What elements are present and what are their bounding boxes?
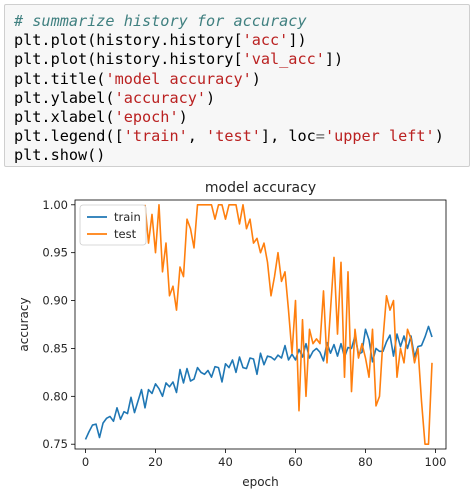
legend-box xyxy=(79,204,147,246)
legend-label-train: train xyxy=(114,210,141,224)
x-axis-label: epoch xyxy=(242,475,279,489)
y-tick-label: 0.95 xyxy=(42,246,68,260)
code-line: plt.show() xyxy=(14,146,469,165)
chart-figure: model accuracy 0 20 40 60 80 100 0.75 0.80 0.85 0.… xyxy=(0,172,474,496)
code-line: plt.plot(history.history['acc']) xyxy=(14,31,469,50)
x-tick-label: 100 xyxy=(425,455,447,469)
code-token: # summarize history for accuracy xyxy=(14,12,307,30)
code-token: ) xyxy=(178,107,188,126)
x-tick-label: 0 xyxy=(82,455,89,469)
code-token: plt.title( xyxy=(14,69,106,88)
code-token: , xyxy=(187,127,207,146)
y-tick-label: 1.00 xyxy=(42,198,68,212)
x-tick-label: 40 xyxy=(218,455,233,469)
code-token: 'upper left' xyxy=(324,127,435,146)
code-line: plt.xlabel('epoch') xyxy=(14,108,469,127)
plot-frame xyxy=(74,199,447,450)
code-token: ) xyxy=(251,69,261,88)
code-line: # summarize history for accuracy xyxy=(14,12,469,31)
code-token: ) xyxy=(206,88,216,107)
chart-svg: model accuracy 0 20 40 60 80 100 0.75 0.80 0.85 0.… xyxy=(17,180,447,489)
y-tick-label: 0.75 xyxy=(42,437,68,451)
code-token: 'acc' xyxy=(242,31,289,50)
code-token: 'epoch' xyxy=(114,107,179,126)
code-line: plt.legend(['train', 'test'], loc='upper… xyxy=(14,127,469,146)
code-token: 'test' xyxy=(206,127,261,146)
code-token: ]) xyxy=(288,31,307,50)
code-token: ) xyxy=(434,127,444,146)
code-line: plt.title('model accuracy') xyxy=(14,70,469,89)
code-token: plt.plot(history.history[ xyxy=(14,31,243,50)
code-token: plt.xlabel( xyxy=(14,107,115,126)
legend-label-test: test xyxy=(114,227,137,241)
x-tick-label: 20 xyxy=(148,455,163,469)
y-tick-label: 0.90 xyxy=(42,294,68,308)
code-editor[interactable]: # summarize history for accuracy plt.plot… xyxy=(14,12,469,166)
code-line: plt.plot(history.history['val_acc']) xyxy=(14,50,469,69)
series-line-test xyxy=(144,203,433,446)
code-token: 'accuracy' xyxy=(114,88,207,107)
code-token: plt.ylabel( xyxy=(14,88,115,107)
code-token: = xyxy=(315,127,325,146)
code-cell[interactable]: # summarize history for accuracy plt.plot… xyxy=(4,4,470,167)
code-line: plt.ylabel('accuracy') xyxy=(14,89,469,108)
x-tick-label: 60 xyxy=(288,455,303,469)
code-token: plt.plot(history.history[ xyxy=(14,50,243,69)
code-token: 'model accuracy' xyxy=(105,69,252,88)
x-tick-label: 80 xyxy=(358,455,373,469)
chart-title: model accuracy xyxy=(205,180,316,196)
y-axis-label: accuracy xyxy=(17,297,31,351)
code-token: 'val_acc' xyxy=(242,50,325,69)
code-token: plt.legend([ xyxy=(14,127,124,146)
code-token: plt.show() xyxy=(14,146,106,165)
code-token: 'train' xyxy=(123,127,188,146)
code-token: ], loc xyxy=(260,127,316,146)
y-tick-label: 0.80 xyxy=(42,389,68,403)
y-tick-label: 0.85 xyxy=(42,341,68,355)
code-token: ]) xyxy=(324,50,344,69)
